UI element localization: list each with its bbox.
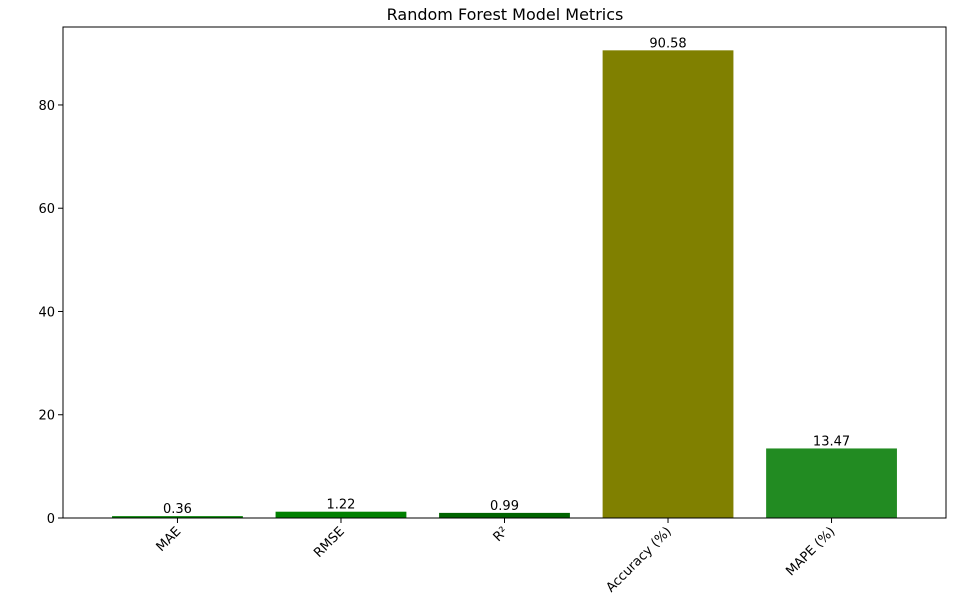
bar-value-label: 0.99 [490, 499, 519, 514]
value-labels-layer: 0.36 1.22 0.99 90.58 13.47 [163, 36, 850, 517]
x-tick-label: R² [491, 524, 512, 545]
y-tick-label: 80 [38, 99, 55, 114]
x-tick-label: Accuracy (%) [603, 524, 674, 595]
x-axis: MAE RMSE R² Accuracy (%) MAPE (%) [154, 518, 838, 596]
bar-r [439, 512, 570, 518]
chart-title: Random Forest Model Metrics [387, 5, 624, 24]
bar-mape [766, 448, 897, 518]
y-tick-label: 0 [47, 512, 55, 527]
x-tick-label: MAPE (%) [783, 524, 838, 579]
bar-value-label: 90.58 [649, 36, 686, 51]
bars-layer [112, 50, 897, 518]
bar-rmse [275, 511, 407, 518]
bar-mae [112, 516, 243, 518]
x-tick-label: RMSE [311, 524, 348, 561]
bar-value-label: 0.36 [163, 502, 192, 517]
y-tick-label: 60 [38, 202, 55, 217]
bar-accuracy [602, 50, 734, 518]
y-tick-label: 20 [38, 409, 55, 424]
bar-value-label: 13.47 [813, 434, 850, 449]
plot-area-frame [62, 26, 947, 519]
x-tick-label: MAE [154, 524, 185, 555]
y-tick-label: 40 [38, 305, 55, 320]
bar-value-label: 1.22 [327, 498, 356, 513]
y-axis: 0 20 40 60 80 [38, 99, 63, 527]
